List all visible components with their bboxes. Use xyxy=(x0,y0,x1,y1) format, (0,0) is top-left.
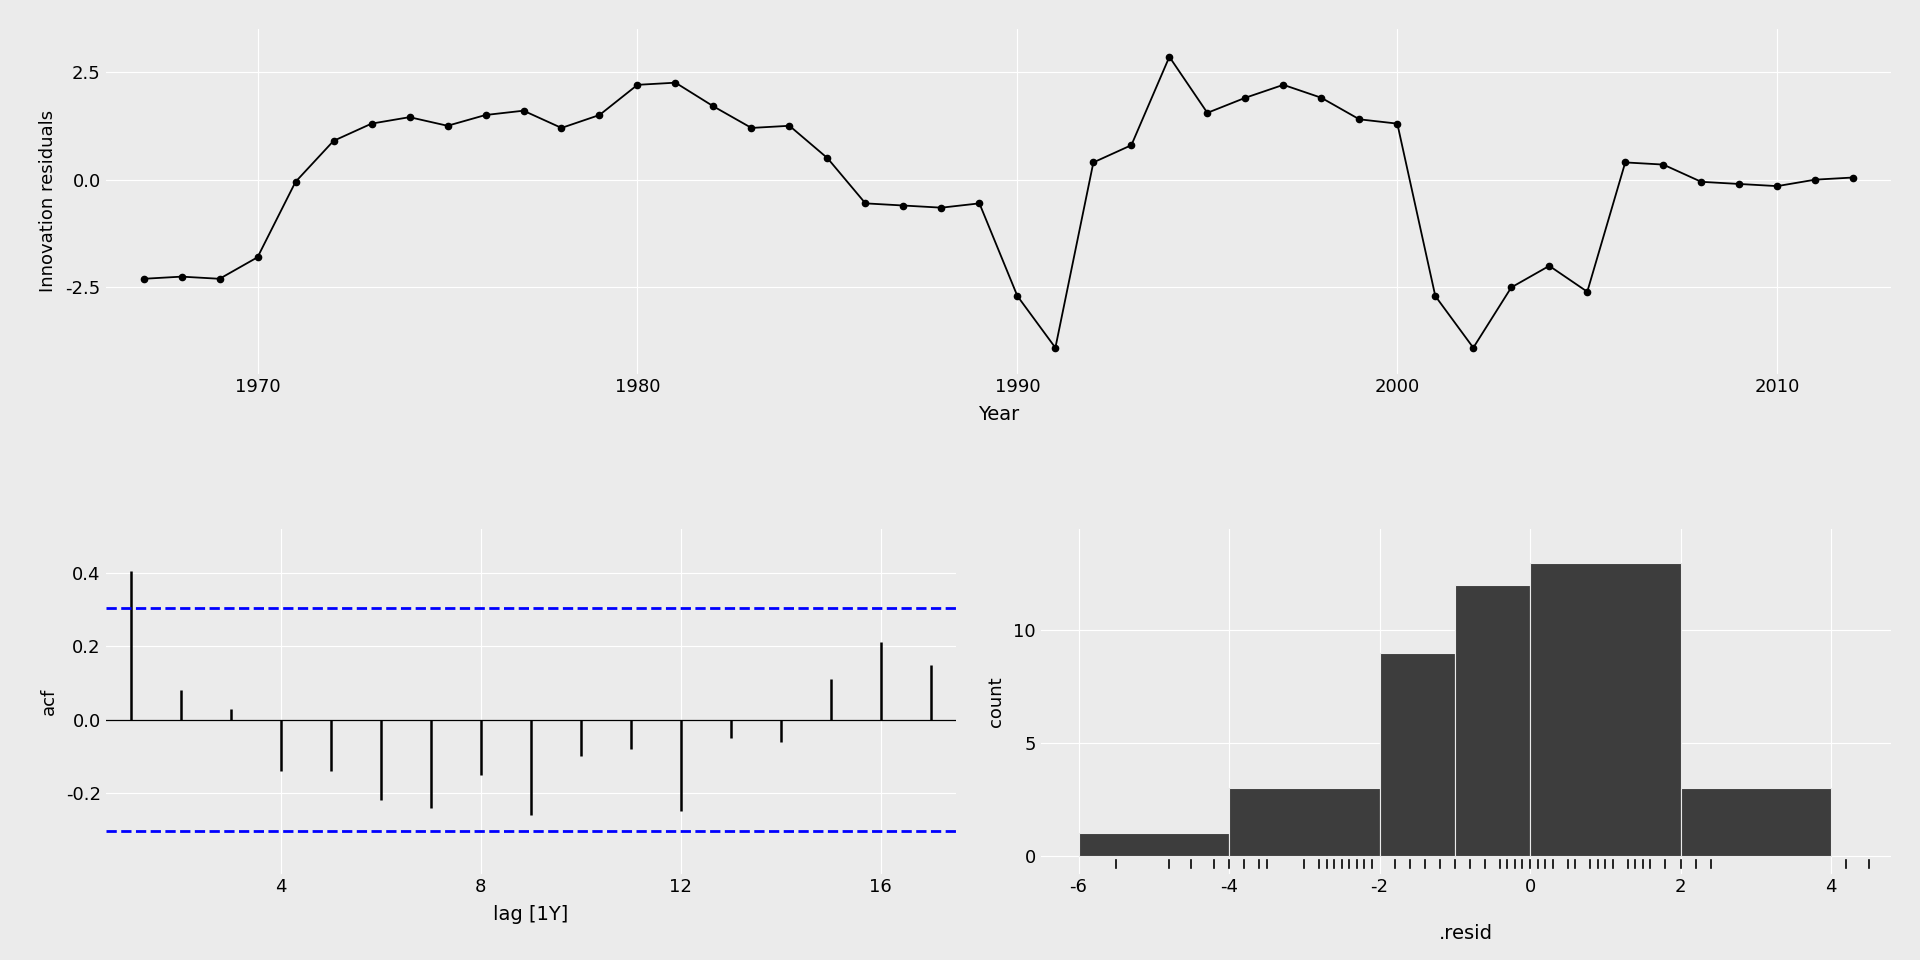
Bar xyxy=(1380,653,1455,855)
Y-axis label: Innovation residuals: Innovation residuals xyxy=(38,110,58,292)
Y-axis label: count: count xyxy=(987,676,1004,727)
Bar xyxy=(1680,788,1832,855)
X-axis label: Year: Year xyxy=(977,405,1020,423)
Bar xyxy=(1455,586,1530,855)
Bar xyxy=(1229,788,1380,855)
X-axis label: .resid: .resid xyxy=(1440,924,1494,944)
X-axis label: lag [1Y]: lag [1Y] xyxy=(493,904,568,924)
Bar xyxy=(1530,563,1680,855)
Bar xyxy=(1079,833,1229,855)
Y-axis label: acf: acf xyxy=(40,687,58,715)
